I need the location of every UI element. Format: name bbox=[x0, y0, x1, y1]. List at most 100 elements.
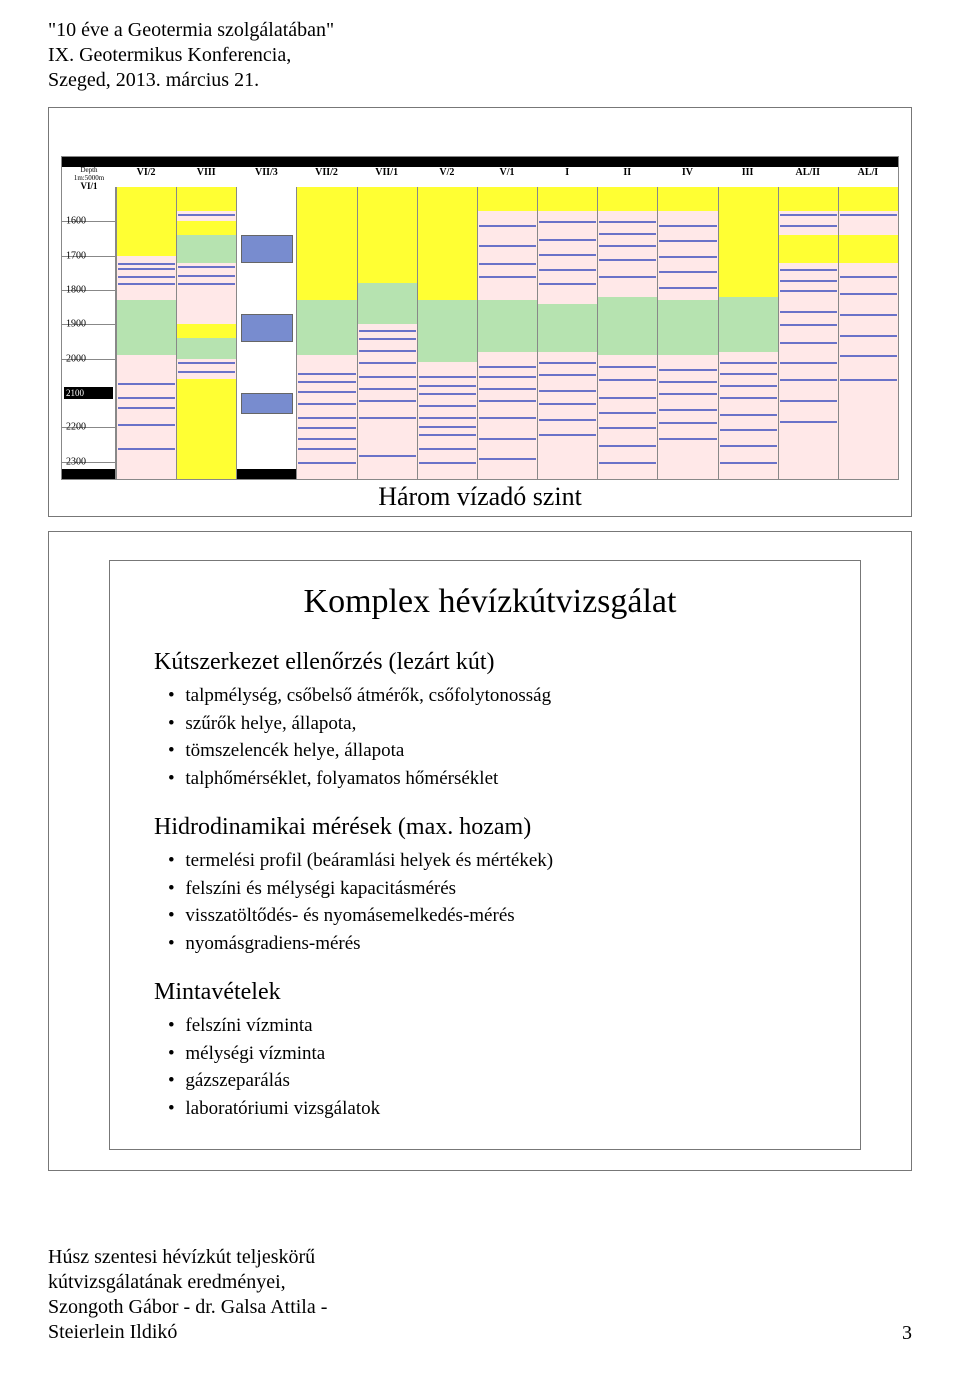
lithology-zone bbox=[538, 211, 597, 304]
screen-stripe bbox=[780, 379, 837, 381]
screen-stripe bbox=[298, 438, 355, 440]
screen-stripe bbox=[298, 391, 355, 393]
lithology-zone bbox=[117, 187, 176, 256]
screen-stripe bbox=[178, 275, 235, 277]
screen-stripe bbox=[539, 419, 596, 421]
lithology-zone bbox=[658, 355, 717, 479]
chart-outer-frame: Depth 1m:5000m VI/1 VI/2VIIIVII/3VII/2VI… bbox=[61, 156, 899, 480]
screen-stripe bbox=[539, 362, 596, 364]
lithology-zone bbox=[177, 379, 236, 479]
screen-stripe bbox=[419, 426, 476, 428]
lithology-zone bbox=[297, 300, 356, 355]
section-heading: Kútszerkezet ellenőrzés (lezárt kút) bbox=[154, 649, 826, 676]
screen-stripe bbox=[118, 397, 175, 399]
track-column bbox=[718, 187, 778, 479]
screen-stripe bbox=[178, 266, 235, 268]
lithology-zone bbox=[598, 211, 657, 297]
track-label: VII/3 bbox=[255, 167, 278, 178]
screen-stripe bbox=[118, 268, 175, 270]
screen-stripe bbox=[659, 438, 716, 440]
screen-stripe bbox=[479, 263, 536, 265]
screen-stripe bbox=[479, 366, 536, 368]
screen-stripe bbox=[479, 245, 536, 247]
depth-axis: 16001700180019002000210022002300 bbox=[62, 187, 116, 479]
lithology-zone bbox=[418, 300, 477, 362]
track-label: V/1 bbox=[500, 167, 515, 178]
track-labels-row: VI/2VIIIVII/3VII/2VII/1V/2V/1IIIIVIIIAL/… bbox=[116, 167, 898, 183]
screen-stripe bbox=[359, 338, 416, 340]
lithology-zone bbox=[719, 297, 778, 352]
screen-stripe bbox=[599, 462, 656, 464]
bullet-item: talphőmérséklet, folyamatos hőmérséklet bbox=[186, 765, 826, 793]
screen-stripe bbox=[599, 397, 656, 399]
depth-column-header: Depth 1m:5000m VI/1 bbox=[62, 167, 116, 189]
screen-stripe bbox=[118, 424, 175, 426]
depth-tick-label: 2300 bbox=[66, 456, 86, 467]
track-column bbox=[176, 187, 236, 479]
track-label: AL/I bbox=[858, 167, 879, 178]
screen-stripe bbox=[659, 271, 716, 273]
screen-stripe bbox=[659, 422, 716, 424]
screen-stripe bbox=[840, 314, 897, 316]
screen-stripe bbox=[840, 276, 897, 278]
screen-stripe bbox=[419, 405, 476, 407]
header-line: Szeged, 2013. március 21. bbox=[48, 68, 960, 93]
track-label: VII/1 bbox=[375, 167, 398, 178]
lithology-zone bbox=[177, 221, 236, 235]
screen-stripe bbox=[599, 366, 656, 368]
bullet-item: nyomásgradiens-mérés bbox=[186, 930, 826, 958]
screen-stripe bbox=[419, 376, 476, 378]
screen-stripe bbox=[659, 393, 716, 395]
screen-stripe bbox=[599, 412, 656, 414]
screen-stripe bbox=[840, 214, 897, 216]
track-label: I bbox=[565, 167, 569, 178]
text-slide-panel: Komplex hévízkútvizsgálat Kútszerkezet e… bbox=[48, 531, 912, 1171]
screen-stripe bbox=[118, 448, 175, 450]
screen-stripe bbox=[780, 342, 837, 344]
depth-tick-highlight: 2100 bbox=[64, 387, 113, 399]
header-line: "10 éve a Geotermia szolgálatában" bbox=[48, 18, 960, 43]
slide-title: Komplex hévízkútvizsgálat bbox=[154, 583, 826, 621]
screen-stripe bbox=[780, 225, 837, 227]
screen-stripe bbox=[539, 390, 596, 392]
bullet-item: visszatöltődés- és nyomásemelkedés-mérés bbox=[186, 902, 826, 930]
screen-stripe bbox=[780, 269, 837, 271]
screen-stripe bbox=[298, 462, 355, 464]
lithology-zone bbox=[538, 304, 597, 352]
screen-stripe bbox=[659, 240, 716, 242]
screen-stripe bbox=[359, 417, 416, 419]
track-column bbox=[838, 187, 898, 479]
screen-stripe bbox=[720, 385, 777, 387]
screen-stripe bbox=[178, 371, 235, 373]
track-label: IV bbox=[682, 167, 693, 178]
bullet-item: termelési profil (beáramlási helyek és m… bbox=[186, 847, 826, 875]
lithology-zone bbox=[117, 300, 176, 355]
screen-stripe bbox=[840, 335, 897, 337]
lithology-zone bbox=[177, 187, 236, 211]
track-column: ABC bbox=[236, 187, 296, 479]
screen-stripe bbox=[118, 263, 175, 265]
bullet-list: talpmélység, csőbelső átmérők, csőfolyto… bbox=[186, 682, 826, 792]
screen-stripe bbox=[479, 276, 536, 278]
track-column bbox=[597, 187, 657, 479]
screen-stripe bbox=[118, 276, 175, 278]
screen-stripe bbox=[479, 438, 536, 440]
bullet-item: felszíni vízminta bbox=[186, 1012, 826, 1040]
lithology-zone bbox=[177, 324, 236, 338]
lithology-zone bbox=[719, 187, 778, 297]
screen-stripe bbox=[599, 221, 656, 223]
screen-stripe bbox=[599, 379, 656, 381]
screen-stripe bbox=[419, 434, 476, 436]
screen-stripe bbox=[178, 362, 235, 364]
lithology-zone bbox=[779, 187, 838, 211]
screen-stripe bbox=[479, 417, 536, 419]
lithology-zone bbox=[538, 187, 597, 211]
depth-tick-label: 2000 bbox=[66, 353, 86, 364]
screen-stripe bbox=[298, 427, 355, 429]
screen-stripe bbox=[720, 414, 777, 416]
screen-stripe bbox=[298, 381, 355, 383]
screen-stripe bbox=[720, 429, 777, 431]
lithology-zone bbox=[297, 187, 356, 300]
screen-stripe bbox=[659, 409, 716, 411]
screen-stripe bbox=[720, 397, 777, 399]
